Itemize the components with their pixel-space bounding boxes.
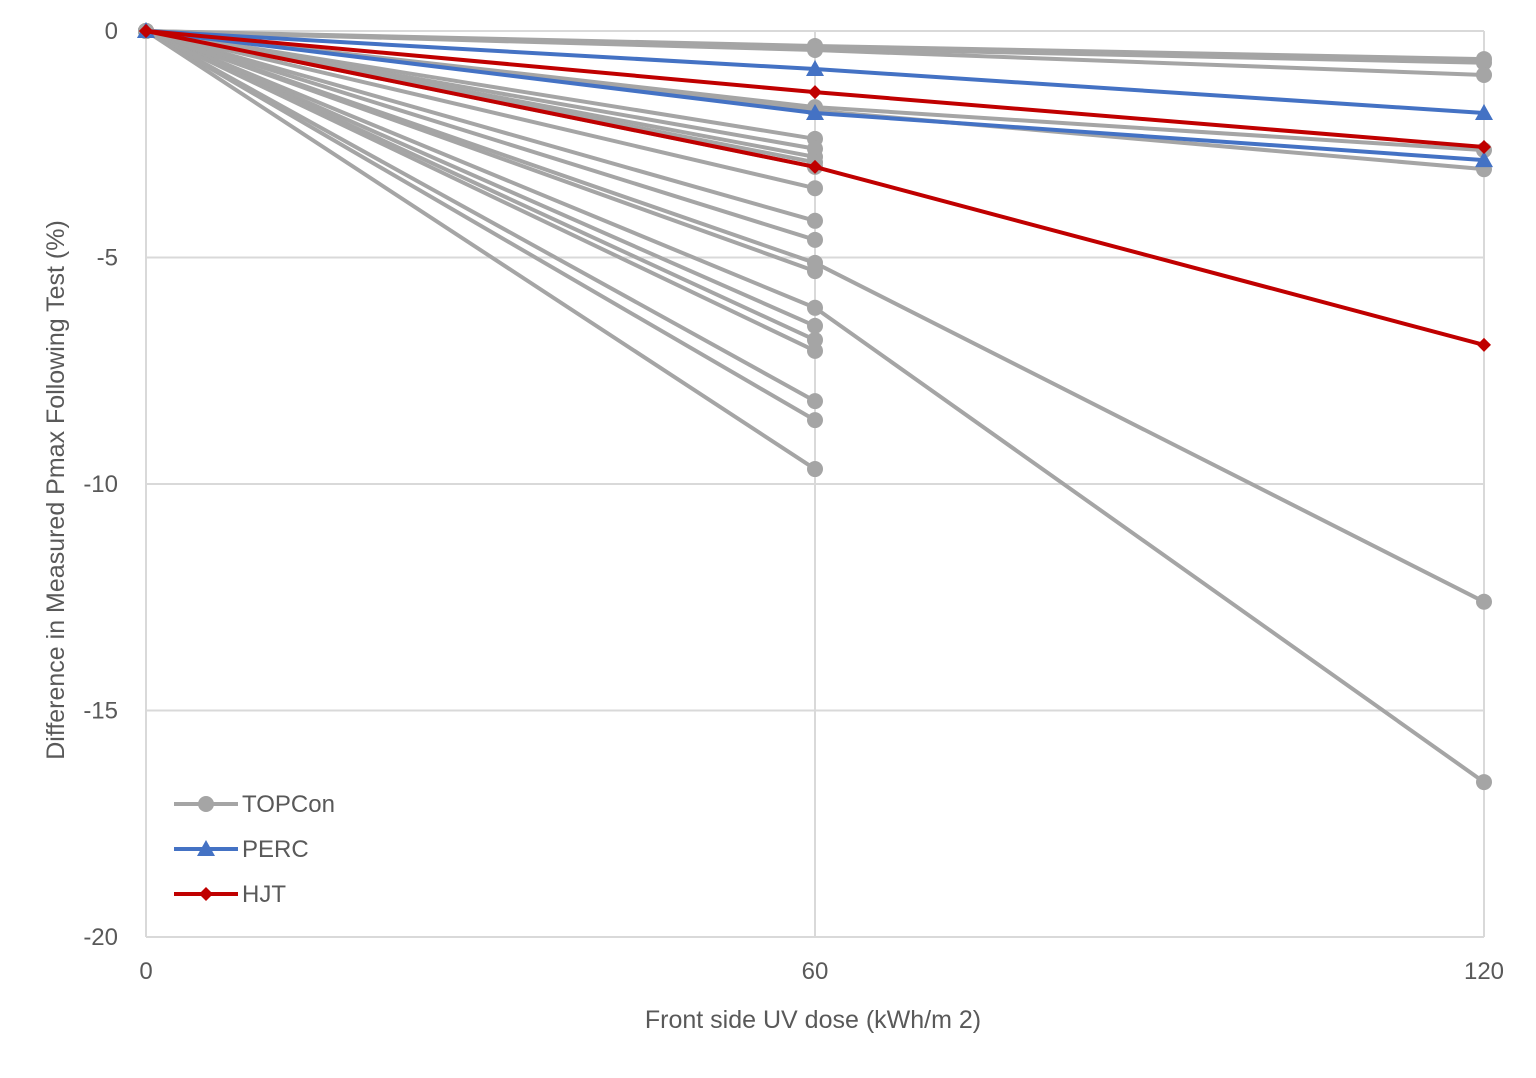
data-point xyxy=(1475,151,1493,168)
series-line xyxy=(145,29,816,191)
data-point xyxy=(139,24,153,38)
legend-label: HJT xyxy=(242,881,286,908)
series-topcon xyxy=(138,23,823,478)
legend-item-perc: PERC xyxy=(174,836,309,863)
series-line xyxy=(145,29,816,223)
legend-label: PERC xyxy=(242,836,309,863)
series-line xyxy=(144,29,817,471)
data-point xyxy=(807,180,823,197)
data-point xyxy=(198,796,214,812)
series-topcon xyxy=(138,23,823,410)
series-line xyxy=(144,29,817,422)
y-tick-label: 0 xyxy=(105,18,118,45)
y-tick-label: -10 xyxy=(83,471,118,498)
data-point xyxy=(1476,774,1492,791)
data-point xyxy=(808,85,822,100)
data-point xyxy=(199,887,213,901)
legend-item-hjt: HJT xyxy=(174,881,286,908)
data-point xyxy=(807,42,823,59)
data-point xyxy=(1476,66,1492,83)
y-axis-label: Difference in Measured Pmax Following Te… xyxy=(42,220,70,760)
data-point xyxy=(807,299,823,316)
data-point xyxy=(807,342,823,359)
data-point xyxy=(806,103,824,120)
x-axis-label: Front side UV dose (kWh/m 2) xyxy=(645,1006,981,1034)
legend: TOPCon PERC HJT xyxy=(174,791,335,908)
data-point xyxy=(807,317,823,334)
legend-item-topcon: TOPCon xyxy=(174,791,335,818)
legend-label: TOPCon xyxy=(242,791,335,818)
y-tick-label: -20 xyxy=(83,924,118,951)
data-point xyxy=(807,393,823,410)
data-point xyxy=(806,60,824,77)
data-point xyxy=(807,461,823,478)
series-line xyxy=(145,29,816,353)
x-tick-label: 120 xyxy=(1464,958,1504,985)
data-point xyxy=(808,159,822,174)
series-line xyxy=(145,29,816,403)
data-point xyxy=(1476,54,1492,71)
data-point xyxy=(197,840,215,856)
data-point xyxy=(1475,103,1493,120)
y-tick-label: -5 xyxy=(97,245,118,272)
data-point xyxy=(807,412,823,429)
data-point xyxy=(807,263,823,280)
y-tick-label: -15 xyxy=(83,698,118,725)
series-hjt xyxy=(139,24,1491,352)
data-point xyxy=(1477,139,1491,154)
series-line xyxy=(145,29,816,273)
data-point xyxy=(1477,337,1491,352)
data-point xyxy=(807,212,823,229)
series-line xyxy=(145,29,816,242)
data-point xyxy=(1476,593,1492,610)
data-point xyxy=(807,231,823,248)
series-line xyxy=(145,29,816,328)
x-tick-label: 0 xyxy=(139,958,152,985)
x-tick-label: 60 xyxy=(802,958,829,985)
